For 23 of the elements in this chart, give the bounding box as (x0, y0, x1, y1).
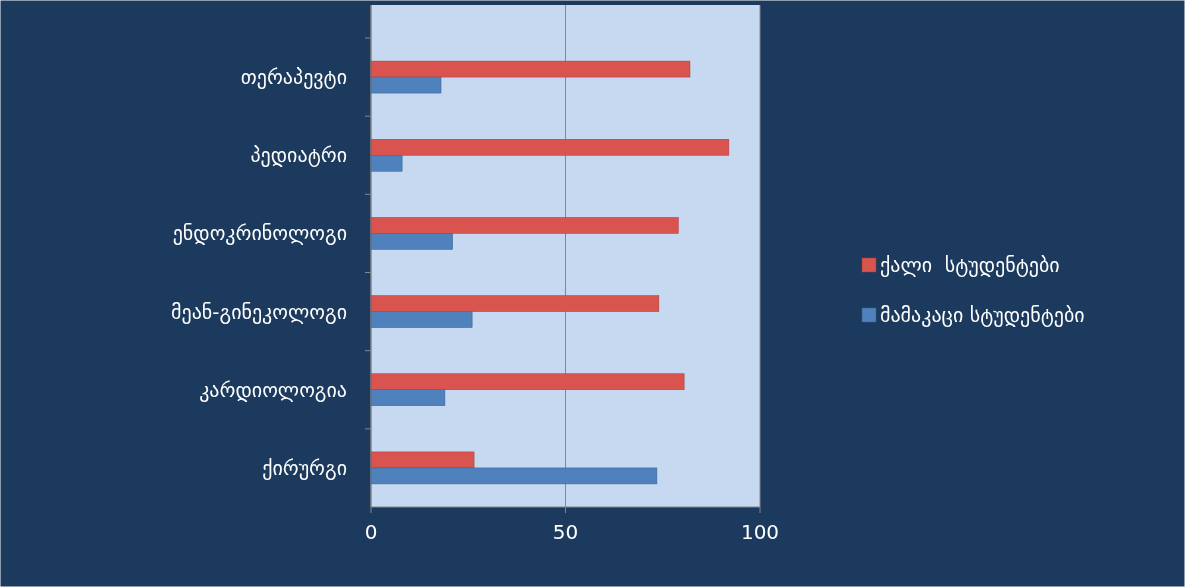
bar (370, 467, 658, 485)
y-tick-label: კარდიოლოგია (199, 377, 347, 402)
y-tick-label: ენდოკრინოლოგი (172, 221, 347, 246)
y-tick-label: მეან-გინეკოლოგი (171, 299, 347, 324)
x-tick-label: 100 (740, 520, 780, 544)
bar (370, 295, 660, 312)
legend-label: ქალი სტუდენტები (880, 253, 1060, 277)
bar (370, 76, 442, 94)
bar (370, 217, 679, 234)
bar (370, 60, 691, 78)
y-tick-label: თერაპევტი (240, 65, 347, 90)
bar (370, 155, 403, 172)
y-tick-label: პედიატრი (250, 143, 347, 168)
y-tick-label: ქირურგი (262, 455, 347, 480)
bar (370, 311, 473, 328)
legend-label: მამაკაცი სტუდენტები (880, 303, 1085, 327)
x-tick-label: 0 (364, 520, 378, 544)
bar (370, 139, 730, 156)
bar (370, 389, 446, 406)
bar (370, 451, 475, 469)
bar (370, 233, 453, 250)
bar (370, 373, 685, 390)
x-tick-label: 50 (552, 520, 579, 544)
